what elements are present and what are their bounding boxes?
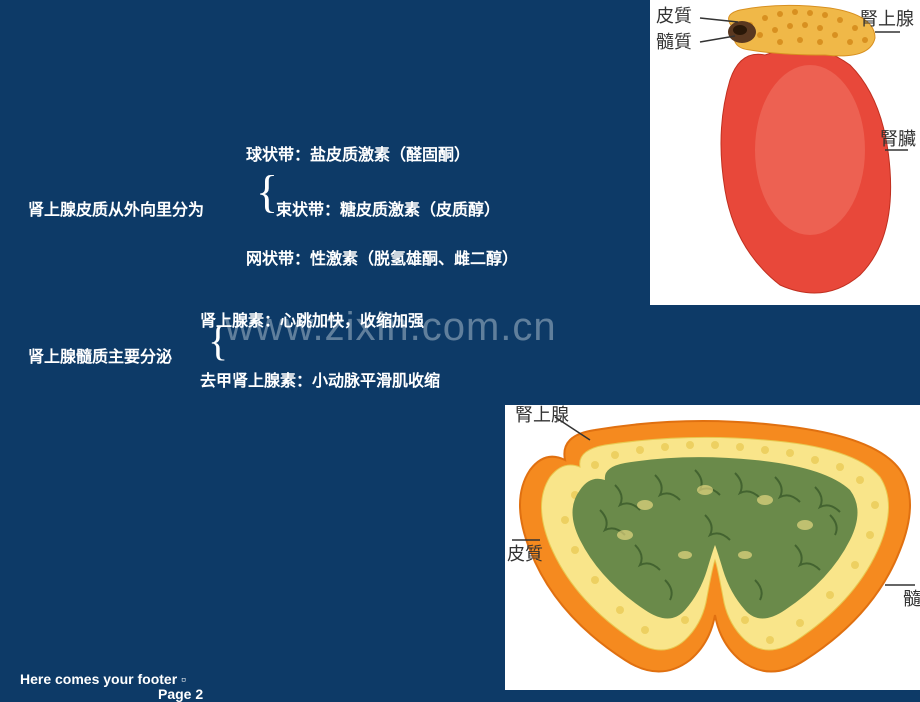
kidney-label-kidney: 腎臟: [880, 129, 916, 149]
adrenal-svg: 腎上腺 皮質 髓: [505, 405, 920, 690]
adrenal-label-cortex: 皮質: [507, 544, 543, 564]
footer-text: Here comes your footer ▫: [20, 671, 186, 687]
footer-page: Page 2: [158, 686, 203, 702]
kidney-label-medulla: 髓質: [656, 32, 692, 52]
medulla-heading: 肾上腺髓质主要分泌: [28, 343, 172, 367]
brace-cortex: {: [256, 165, 278, 218]
kidney-svg: 皮質 髓質 腎上腺 腎臟: [650, 0, 920, 305]
kidney-label-adrenal: 腎上腺: [860, 9, 914, 29]
zona-reticularis-text: 网状带：性激素（脱氢雄酮、雌二醇）: [246, 245, 518, 269]
epinephrine-text: 肾上腺素：心跳加快，收缩加强: [200, 307, 424, 331]
adrenal-diagram: 腎上腺 皮質 髓: [505, 405, 920, 690]
adrenal-label-top: 腎上腺: [515, 405, 569, 425]
kidney-diagram: 皮質 髓質 腎上腺 腎臟: [650, 0, 920, 305]
norepinephrine-text: 去甲肾上腺素：小动脉平滑肌收缩: [200, 367, 440, 391]
zona-fasciculata-text: 束状带：糖皮质激素（皮质醇）: [276, 196, 500, 220]
cortex-heading: 肾上腺皮质从外向里分为: [28, 196, 204, 220]
adrenal-label-medulla: 髓: [903, 589, 920, 609]
zona-glomerulosa-text: 球状带：盐皮质激素（醛固酮）: [246, 141, 470, 165]
kidney-label-cortex: 皮質: [656, 6, 692, 26]
